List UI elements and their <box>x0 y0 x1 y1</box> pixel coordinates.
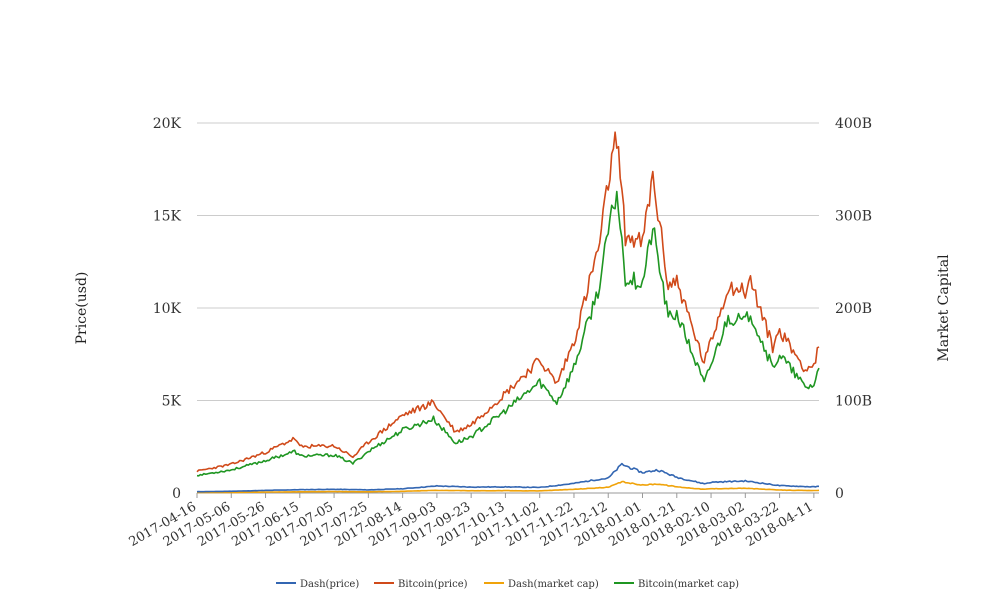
y-left-tick-label: 15K <box>153 209 182 225</box>
y-left-tick-label: 5K <box>162 394 182 410</box>
y-axis-right-title: Market Capital <box>936 254 952 362</box>
y-axis-left-ticks: 0 5K 10K 15K 20K <box>153 116 182 502</box>
series-line-bitcoin-price <box>196 131 820 473</box>
y-left-tick-label: 20K <box>153 116 182 132</box>
series-lines <box>196 131 820 494</box>
series-line-bitcoin-market-cap <box>196 190 820 477</box>
legend-label: Dash(market cap) <box>508 579 599 590</box>
legend-label: Bitcoin(market cap) <box>638 579 739 590</box>
y-axis-left-title: Price(usd) <box>74 272 90 345</box>
y-right-tick-label: 300B <box>835 209 872 225</box>
y-left-tick-label: 0 <box>172 486 181 502</box>
y-right-tick-label: 200B <box>835 301 872 317</box>
gridlines <box>197 122 819 494</box>
y-left-tick-label: 10K <box>153 301 182 317</box>
legend-label: Dash(price) <box>300 579 359 590</box>
y-right-tick-label: 0 <box>835 486 844 502</box>
legend-label: Bitcoin(price) <box>398 579 468 590</box>
y-right-tick-label: 100B <box>835 394 872 410</box>
legend: Dash(price) Bitcoin(price) Dash(market cap… <box>276 579 739 590</box>
series-line-dash-price <box>196 462 819 493</box>
series-line-dash-market-cap <box>197 480 820 494</box>
x-axis-ticks: 2017-04-162017-05-062017-05-262017-06-15… <box>127 493 816 550</box>
y-axis-right-ticks: 0 100B 200B 300B 400B <box>835 116 872 502</box>
y-right-tick-label: 400B <box>835 116 872 132</box>
